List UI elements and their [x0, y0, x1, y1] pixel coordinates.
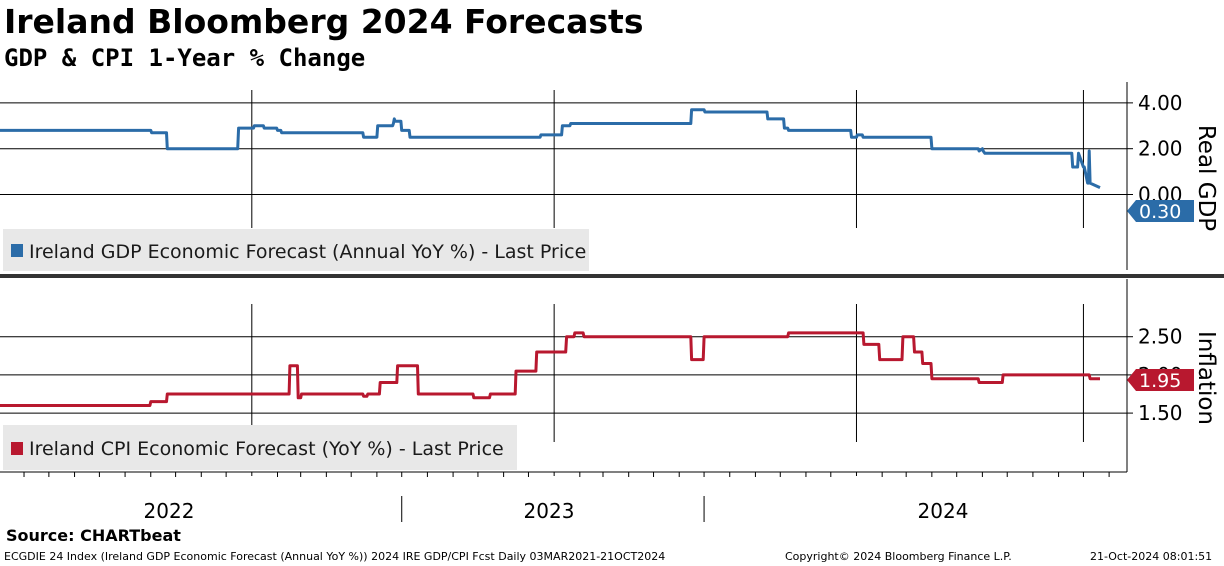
cpi-legend: Ireland CPI Economic Forecast (YoY %) - …	[3, 425, 517, 470]
x-axis: 2022 2023 2024	[0, 471, 1127, 523]
x-label-2023: 2023	[524, 499, 575, 523]
x-axis-ticks	[23, 472, 1110, 522]
cpi-last-value-marker	[1127, 369, 1194, 391]
cpi-tick-label-2: 1.50	[1138, 401, 1183, 425]
footer-timestamp: 21-Oct-2024 08:01:51	[1090, 550, 1213, 563]
cpi-last-value-tag: 1.95	[1127, 369, 1194, 392]
cpi-axis-title: Inflation	[1193, 331, 1219, 425]
chart-title: Ireland Bloomberg 2024 Forecasts	[4, 2, 644, 41]
cpi-gridlines	[0, 336, 1127, 414]
cpi-tick-label-0: 2.50	[1138, 325, 1183, 349]
gdp-panel: 4.002.000.00 Ireland GDP Economic Foreca…	[0, 82, 1219, 271]
gdp-legend-swatch	[11, 244, 23, 257]
gdp-series-line	[0, 108, 1101, 189]
chart-subtitle: GDP & CPI 1-Year % Change	[4, 44, 366, 72]
cpi-panel: 2.502.001.50 Ireland CPI Economic Foreca…	[0, 279, 1219, 472]
cpi-legend-swatch	[11, 442, 23, 455]
x-axis-labels: 2022 2023 2024	[144, 499, 969, 523]
footer-series-info: ECGDIE 24 Index (Ireland GDP Economic Fo…	[4, 550, 666, 563]
cpi-last-value-label: 1.95	[1139, 370, 1181, 392]
gdp-last-value-label: 0.30	[1139, 201, 1181, 223]
footer-copyright: Copyright© 2024 Bloomberg Finance L.P.	[785, 550, 1012, 563]
gdp-last-value-tag: 0.30	[1127, 200, 1194, 223]
gdp-legend-label: Ireland GDP Economic Forecast (Annual Yo…	[29, 241, 586, 263]
cpi-series-line	[0, 331, 1100, 407]
cpi-year-gridlines	[251, 304, 1084, 442]
gdp-axis-title: Real GDP	[1193, 125, 1219, 231]
gdp-year-gridlines	[251, 90, 1084, 228]
x-label-2022: 2022	[144, 499, 195, 523]
gdp-legend: Ireland GDP Economic Forecast (Annual Yo…	[3, 229, 589, 271]
cpi-legend-label: Ireland CPI Economic Forecast (YoY %) - …	[29, 438, 504, 460]
x-label-2024: 2024	[918, 499, 969, 523]
gdp-y-ticks: 4.002.000.00	[1127, 91, 1183, 207]
source-note: Source: CHARTbeat	[6, 526, 181, 545]
gdp-legend-background	[3, 229, 589, 271]
gdp-last-value-marker	[1127, 200, 1194, 222]
gdp-tick-label-0: 4.00	[1138, 91, 1183, 115]
gdp-tick-label-1: 2.00	[1138, 137, 1183, 161]
cpi-legend-background	[3, 425, 517, 470]
